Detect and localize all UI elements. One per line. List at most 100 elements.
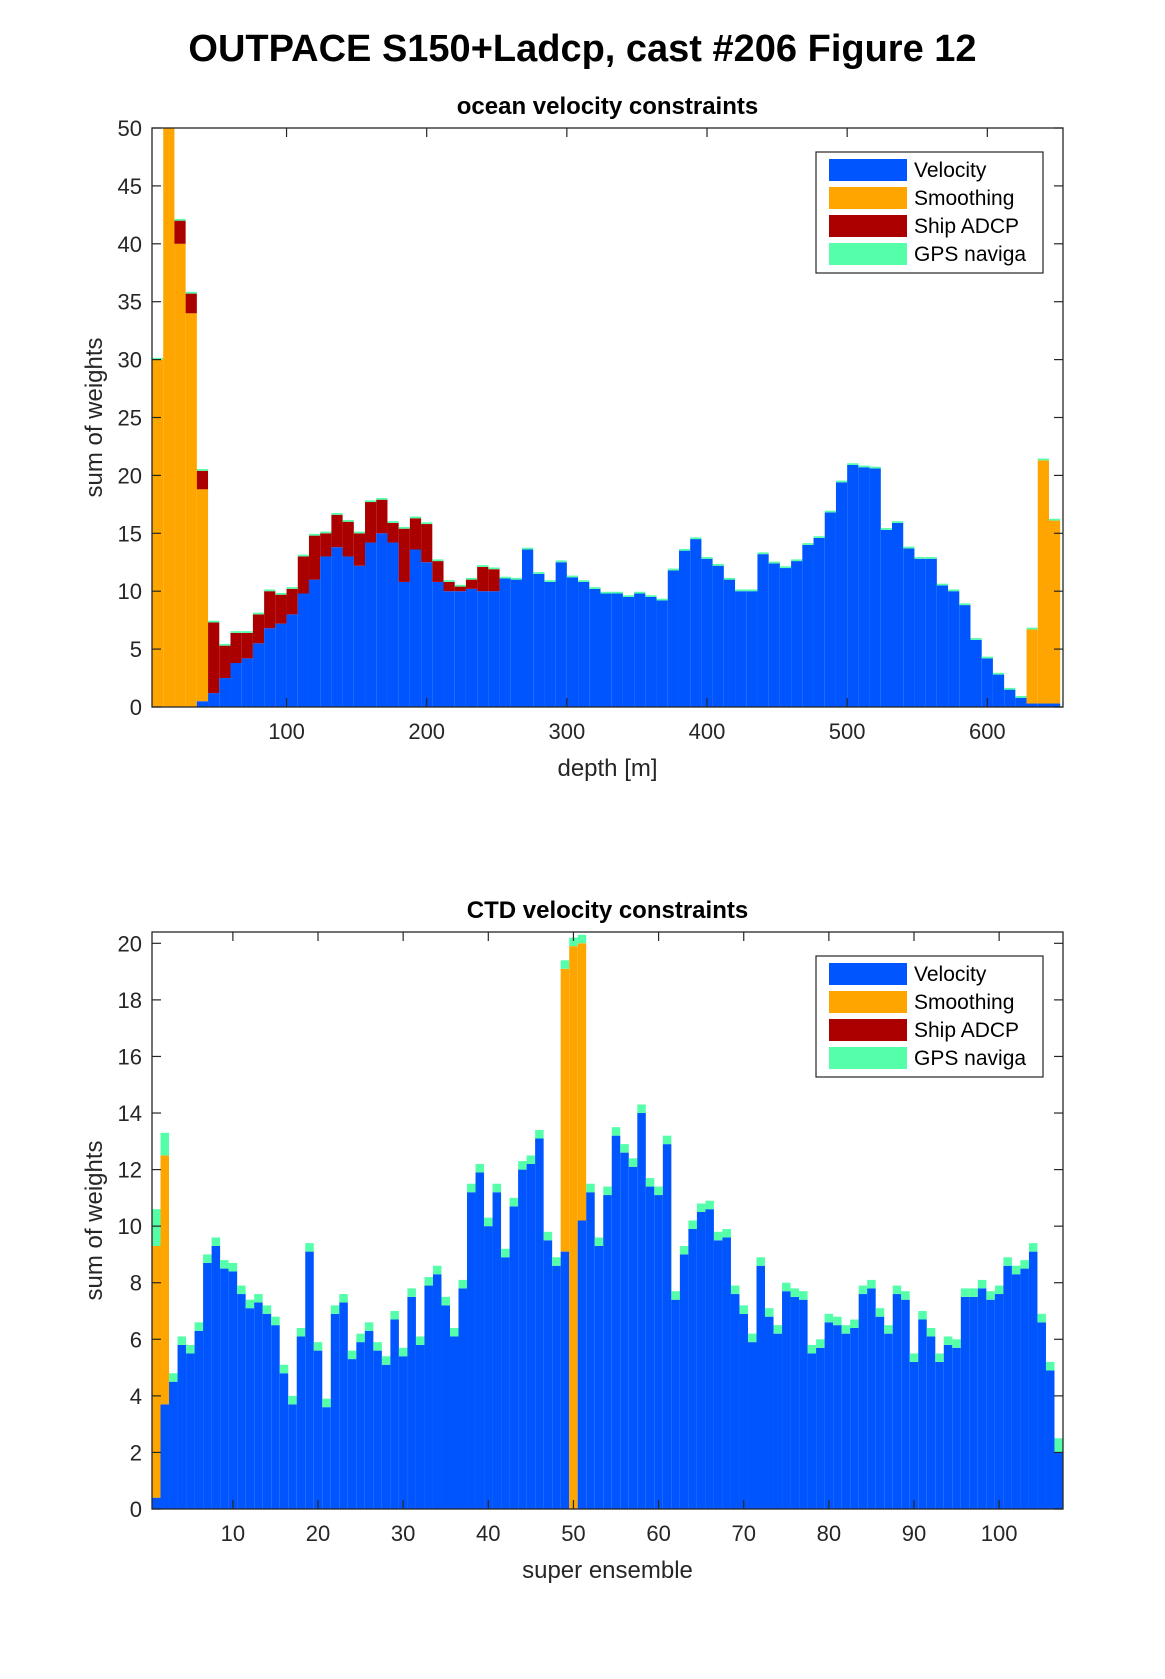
ctd-bar-gps-naviga (339, 1294, 348, 1303)
ocean-bar-ship-adcp (465, 579, 478, 589)
ctd-bar-velocity (390, 1319, 399, 1509)
ocean-bar-velocity (936, 585, 949, 707)
ocean-xtick-label: 100 (268, 719, 305, 744)
ctd-bar-velocity (688, 1228, 697, 1509)
ctd-bar-gps-naviga (381, 1356, 391, 1365)
ocean-bar-gps-naviga (230, 631, 242, 633)
ctd-bar-gps-naviga (756, 1257, 766, 1266)
ctd-bar-gps-naviga (620, 1144, 629, 1153)
ctd-bar-velocity (245, 1308, 255, 1509)
ctd-bar-velocity (824, 1322, 834, 1509)
ocean-bar-ship-adcp (432, 561, 444, 582)
ocean-bar-gps-naviga (768, 561, 780, 564)
ctd-bar-gps-naviga (994, 1285, 1004, 1295)
ctd-chart: 0 2 4 6 8 10 12 14 16 18 20 10 20 30 40 50 60 70 80 90 100 CT… (81, 897, 1064, 1584)
ctd-bar-gps-naviga (679, 1245, 689, 1255)
ocean-legend-label: Ship ADCP (914, 215, 1019, 238)
ocean-bar-velocity (230, 663, 242, 707)
ocean-chart: 0 5 10 15 20 25 30 35 40 45 50 100 200 300 400 500 600 oc… (81, 93, 1064, 782)
ocean-bar-gps-naviga (443, 580, 455, 582)
ocean-bar-gps-naviga (880, 528, 893, 530)
ocean-bar-gps-naviga (723, 577, 736, 580)
ctd-bar-velocity (739, 1313, 748, 1509)
ctd-bar-gps-naviga (586, 1183, 595, 1193)
ctd-bar-velocity (552, 1265, 561, 1509)
ctd-bar-gps-naviga (790, 1288, 800, 1297)
ctd-bar-velocity (194, 1330, 204, 1509)
ocean-bar-gps-naviga (286, 587, 298, 589)
ocean-bar-velocity (196, 701, 209, 707)
ctd-legend-label: Ship ADCP (914, 1019, 1019, 1042)
ocean-bar-gps-naviga (208, 620, 220, 623)
ctd-legend-label: Smoothing (914, 991, 1014, 1014)
ocean-bar-velocity (275, 623, 287, 707)
ocean-bar-velocity (544, 581, 556, 707)
ocean-bar-ship-adcp (286, 588, 298, 615)
ocean-bar-velocity (1037, 703, 1049, 707)
ctd-bar-gps-naviga (407, 1288, 416, 1297)
ocean-bar-gps-naviga (701, 557, 713, 559)
ocean-bar-gps-naviga (398, 526, 410, 529)
ocean-bar-gps-naviga (376, 497, 388, 500)
ctd-bar-velocity (935, 1361, 944, 1509)
ocean-bar-gps-naviga (869, 466, 881, 469)
ocean-bar-velocity (869, 468, 881, 707)
ocean-bar-gps-naviga (970, 638, 982, 640)
ctd-bar-gps-naviga (262, 1305, 272, 1314)
ocean-bar-velocity (409, 549, 422, 707)
ctd-bar-gps-naviga (211, 1237, 221, 1246)
ocean-bar-velocity (241, 658, 253, 707)
ocean-bar-velocity (1048, 703, 1061, 707)
ocean-bar-ship-adcp (477, 566, 489, 592)
ctd-xtick-label: 20 (306, 1521, 330, 1546)
ctd-bar-velocity (952, 1347, 961, 1509)
ocean-bar-ship-adcp (421, 524, 433, 563)
ocean-bar-gps-naviga (477, 565, 489, 567)
ctd-bar-gps-naviga (449, 1327, 459, 1337)
ocean-bar-gps-naviga (757, 552, 769, 555)
ctd-bar-gps-naviga (850, 1319, 859, 1328)
ctd-bar-velocity (645, 1186, 655, 1509)
ocean-bar-velocity (600, 593, 612, 707)
ocean-bar-gps-naviga (925, 557, 937, 559)
ctd-bar-gps-naviga (194, 1322, 204, 1331)
ctd-bar-velocity (611, 1135, 621, 1509)
ocean-bar-gps-naviga (185, 291, 197, 294)
ctd-bar-velocity (773, 1333, 783, 1509)
ctd-bar-gps-naviga (535, 1129, 544, 1139)
ocean-bar-velocity (925, 558, 937, 707)
ctd-bar-velocity (603, 1195, 612, 1509)
ctd-bar-velocity (160, 1404, 170, 1509)
ocean-bar-ship-adcp (409, 518, 422, 550)
ctd-bar-velocity (492, 1192, 502, 1509)
ocean-bar-ship-adcp (241, 632, 253, 659)
ocean-bar-gps-naviga (903, 546, 915, 549)
ctd-bar-velocity (543, 1240, 553, 1509)
ocean-bar-gps-naviga (241, 631, 253, 633)
ctd-bar-velocity (722, 1237, 731, 1509)
ocean-legend-swatch (829, 215, 907, 237)
ctd-legend-label: Velocity (914, 963, 987, 986)
ocean-ytick-label: 20 (118, 463, 142, 488)
ctd-bar-velocity (501, 1257, 510, 1509)
ctd-bar-gps-naviga (909, 1353, 919, 1362)
ctd-ytick-label: 10 (118, 1214, 142, 1239)
ocean-bar-gps-naviga (656, 598, 668, 601)
ctd-bar-gps-naviga (509, 1197, 519, 1207)
ctd-bar-velocity (518, 1169, 527, 1509)
figure-title: OUTPACE S150+Ladcp, cast #206 Figure 12 (188, 28, 977, 70)
ocean-bar-gps-naviga (342, 519, 354, 522)
ctd-bar-gps-naviga (415, 1336, 425, 1345)
ctd-bar-gps-naviga (1003, 1257, 1012, 1266)
ctd-xtick-label: 80 (817, 1521, 841, 1546)
ocean-bar-velocity (858, 467, 870, 707)
ctd-bar-gps-naviga (833, 1316, 842, 1326)
ctd-ytick-label: 16 (118, 1044, 142, 1069)
ctd-bar-velocity (415, 1344, 425, 1509)
ocean-bar-velocity (678, 550, 691, 707)
ctd-xlabel: super ensemble (522, 1557, 693, 1584)
ctd-bar-gps-naviga (279, 1364, 289, 1374)
ctd-bar-gps-naviga (688, 1220, 697, 1229)
ctd-bars (152, 934, 1063, 1509)
ctd-bar-gps-naviga (177, 1336, 187, 1345)
